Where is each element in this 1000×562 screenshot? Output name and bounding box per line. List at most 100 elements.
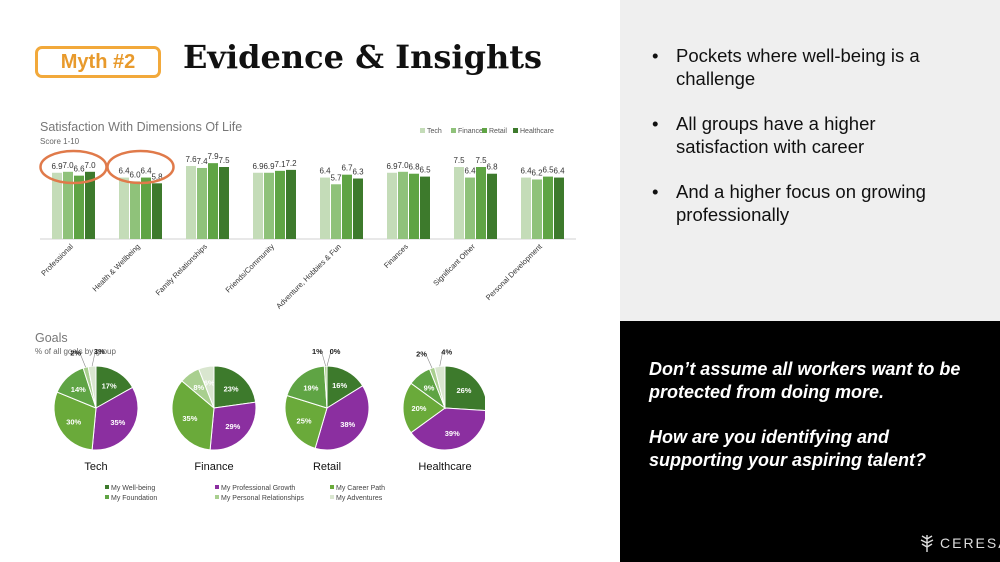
ceresa-logo: CERESA	[918, 533, 1000, 553]
bar	[74, 175, 84, 239]
bar	[331, 184, 341, 239]
bar-value-label: 6.4	[140, 167, 152, 176]
bar	[130, 181, 140, 239]
bar-value-label: 6.5	[542, 166, 554, 175]
legend-label: My Adventures	[336, 495, 383, 502]
bar-value-label: 6.0	[129, 170, 141, 179]
legend-swatch	[330, 485, 334, 489]
bar	[63, 171, 73, 239]
pie-slice	[284, 394, 328, 449]
bar	[197, 167, 207, 239]
pie-slice	[91, 386, 139, 451]
bar	[353, 178, 363, 239]
leader-line	[321, 350, 326, 367]
bar-value-label: 7.5	[218, 156, 230, 165]
insight-item: • All groups have a higher satisfaction w…	[650, 112, 970, 158]
slice-value-label: 29%	[225, 422, 240, 431]
insight-text: And a higher focus on growing profession…	[676, 181, 926, 225]
slice-value-label: 2%	[416, 349, 427, 358]
bar-value-label: 6.4	[319, 167, 331, 176]
pie-slice	[402, 382, 446, 434]
slice-value-label: 20%	[411, 404, 426, 413]
page-title: Evidence & Insights	[183, 38, 542, 76]
bar-value-label: 6.9	[51, 162, 63, 171]
pie: 26% 39% 20% 9% 2% 4% Healthcare	[402, 347, 485, 473]
bar-value-label: 6.9	[263, 162, 275, 171]
slice-value-label: 39%	[445, 429, 460, 438]
category-label: Family Relationships	[154, 242, 209, 297]
slice-value-label: 2%	[70, 349, 81, 358]
bar-value-label: 7.1	[274, 160, 286, 169]
pie: 23% 29% 35% 8% 6% Finance	[171, 365, 257, 473]
pie-slice	[314, 385, 370, 451]
bar-chart-title: Satisfaction With Dimensions Of Life	[40, 120, 242, 134]
bar	[275, 170, 285, 239]
leader-line	[439, 351, 444, 367]
bar	[152, 183, 162, 239]
pie-slice	[213, 365, 257, 409]
slice-value-label: 23%	[224, 384, 239, 393]
bar	[119, 177, 129, 239]
myth-badge: Myth #2	[35, 46, 161, 78]
slice-value-label: 35%	[110, 418, 125, 427]
bar-value-label: 7.5	[453, 156, 465, 165]
legend-label: Retail	[489, 128, 507, 135]
bar	[342, 174, 352, 239]
pie: 16% 38% 25% 19% 1% 0% Retail	[284, 347, 370, 473]
leader-line	[425, 353, 433, 369]
bar	[487, 173, 497, 239]
bar-value-label: 6.4	[464, 167, 476, 176]
legend-label: My Professional Growth	[221, 485, 295, 492]
pie-name-label: Tech	[84, 461, 107, 473]
bar	[476, 167, 486, 239]
bar-value-label: 6.9	[252, 162, 264, 171]
bar-value-label: 6.2	[531, 168, 543, 177]
bar	[454, 167, 464, 239]
bar-value-label: 6.4	[553, 167, 565, 176]
pie-slice	[209, 401, 257, 451]
insight-list: • Pockets where well-being is a challenge…	[650, 44, 970, 248]
slice-value-label: 0%	[330, 347, 341, 356]
bar	[554, 177, 564, 239]
legend-swatch	[420, 128, 425, 133]
slice-value-label: 30%	[66, 417, 81, 426]
leader-line	[326, 350, 332, 367]
bar	[409, 173, 419, 239]
bar-value-label: 6.7	[341, 164, 353, 173]
legend-swatch	[330, 495, 334, 499]
slice-value-label: 9%	[424, 383, 435, 392]
bar-value-label: 7.0	[62, 161, 74, 170]
callout: Don’t assume all workers want to be prot…	[649, 358, 979, 494]
bar	[52, 172, 62, 239]
bar-value-label: 7.5	[475, 156, 487, 165]
pie-slice	[171, 380, 215, 451]
bar-value-label: 7.2	[285, 159, 297, 168]
insight-item: • Pockets where well-being is a challenge	[650, 44, 970, 90]
highlight-circle	[106, 149, 175, 185]
bar	[208, 163, 218, 239]
ceresa-leaf-icon	[920, 535, 934, 552]
pie-name-label: Finance	[194, 461, 233, 473]
bar-value-label: 6.5	[419, 166, 431, 175]
category-label: Personal Development	[484, 241, 545, 302]
bullet-icon: •	[652, 113, 659, 134]
callout-line: How are you identifying and supporting y…	[649, 427, 927, 470]
bar-value-label: 6.8	[408, 163, 420, 172]
pie: 17% 35% 30% 14% 2% 3% Tech	[53, 347, 139, 473]
slice-value-label: 1%	[312, 347, 323, 356]
pie-slice	[198, 365, 215, 409]
bar	[543, 176, 553, 239]
legend-swatch	[105, 485, 109, 489]
callout-line: Don’t assume all workers want to be prot…	[649, 359, 961, 402]
legend-swatch	[105, 495, 109, 499]
pie-chart-title: Goals	[35, 331, 68, 345]
bar	[186, 166, 196, 239]
slice-value-label: 14%	[71, 385, 86, 394]
bar-value-label: 5.8	[151, 172, 163, 181]
slice-value-label: 16%	[332, 381, 347, 390]
bar	[264, 172, 274, 239]
slice-value-label: 8%	[193, 383, 204, 392]
bar-value-label: 7.6	[185, 155, 197, 164]
leader-line	[91, 351, 96, 367]
legend-label: My Well-being	[111, 485, 155, 492]
